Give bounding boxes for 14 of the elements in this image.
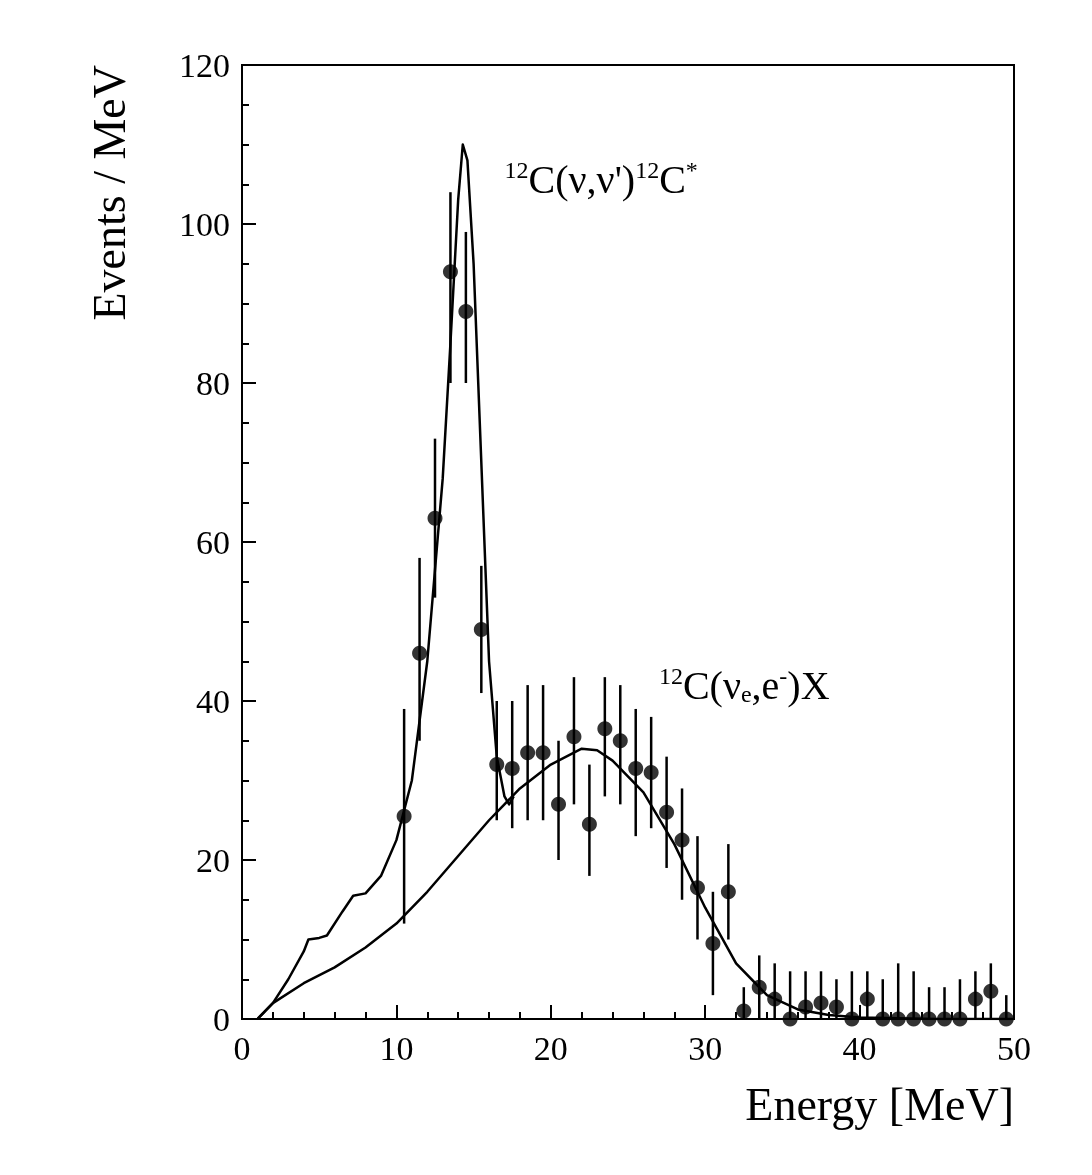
x-axis-title: Energy [MeV] (745, 1078, 1014, 1130)
y-axis-title: Events / MeV (83, 65, 135, 321)
x-tick-label: 50 (997, 1029, 1031, 1067)
x-tick-label: 30 (688, 1029, 723, 1067)
y-tick-label: 60 (196, 523, 230, 561)
y-tick-label: 0 (213, 1000, 230, 1038)
y-tick-label: 100 (179, 205, 230, 243)
y-tick-label: 20 (196, 841, 230, 879)
y-tick-label: 120 (179, 46, 230, 84)
x-tick-label: 20 (533, 1029, 568, 1067)
y-tick-label: 40 (196, 682, 230, 720)
x-tick-label: 40 (842, 1029, 877, 1067)
x-tick-label: 10 (379, 1029, 414, 1067)
y-tick-label: 80 (196, 364, 230, 402)
